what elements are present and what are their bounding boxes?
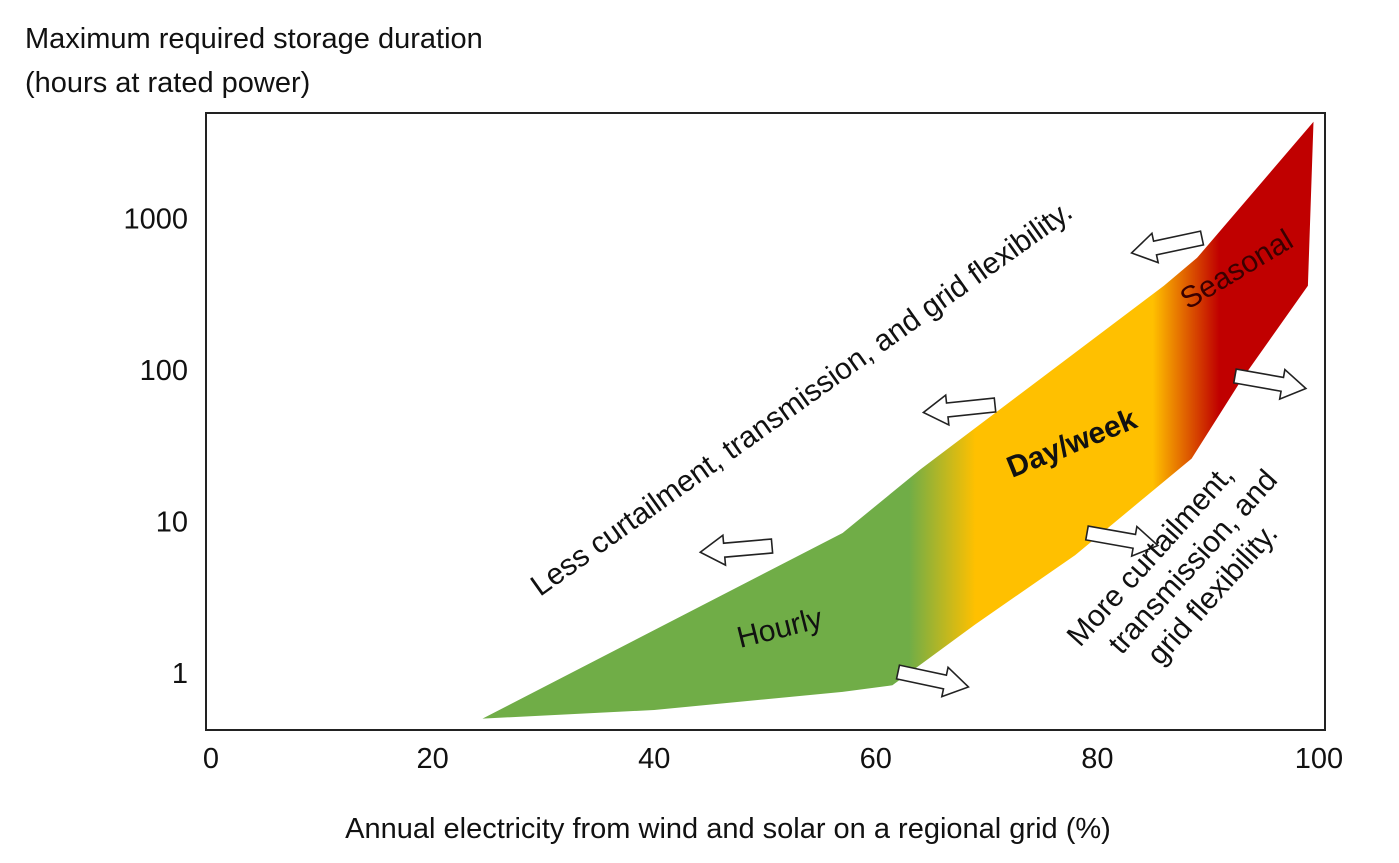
right-arrow-icon [1084, 525, 1160, 558]
right-arrow-icon [895, 664, 970, 698]
left-arrow-icon [921, 393, 997, 427]
left-arrow-icon [1130, 230, 1205, 264]
x-tick-label: 20 [416, 743, 448, 775]
x-tick-label: 0 [203, 743, 219, 775]
x-tick-label: 100 [1295, 743, 1343, 775]
x-tick-label: 60 [860, 743, 892, 775]
y-axis-label-line1: Maximum required storage duration [25, 23, 483, 55]
storage-duration-band [482, 121, 1314, 719]
x-tick-label: 40 [638, 743, 670, 775]
plot-frame [205, 112, 1326, 731]
x-axis-label: Annual electricity from wind and solar o… [345, 813, 1111, 845]
y-tick-label: 10 [156, 507, 188, 539]
x-tick-label: 80 [1081, 743, 1113, 775]
left-arrow-icon [698, 533, 774, 567]
right-arrow-icon [1232, 368, 1308, 401]
y-axis-label-line2: (hours at rated power) [25, 67, 310, 99]
y-tick-label: 1 [172, 658, 188, 690]
y-tick-label: 1000 [123, 204, 188, 236]
y-tick-label: 100 [140, 355, 188, 387]
